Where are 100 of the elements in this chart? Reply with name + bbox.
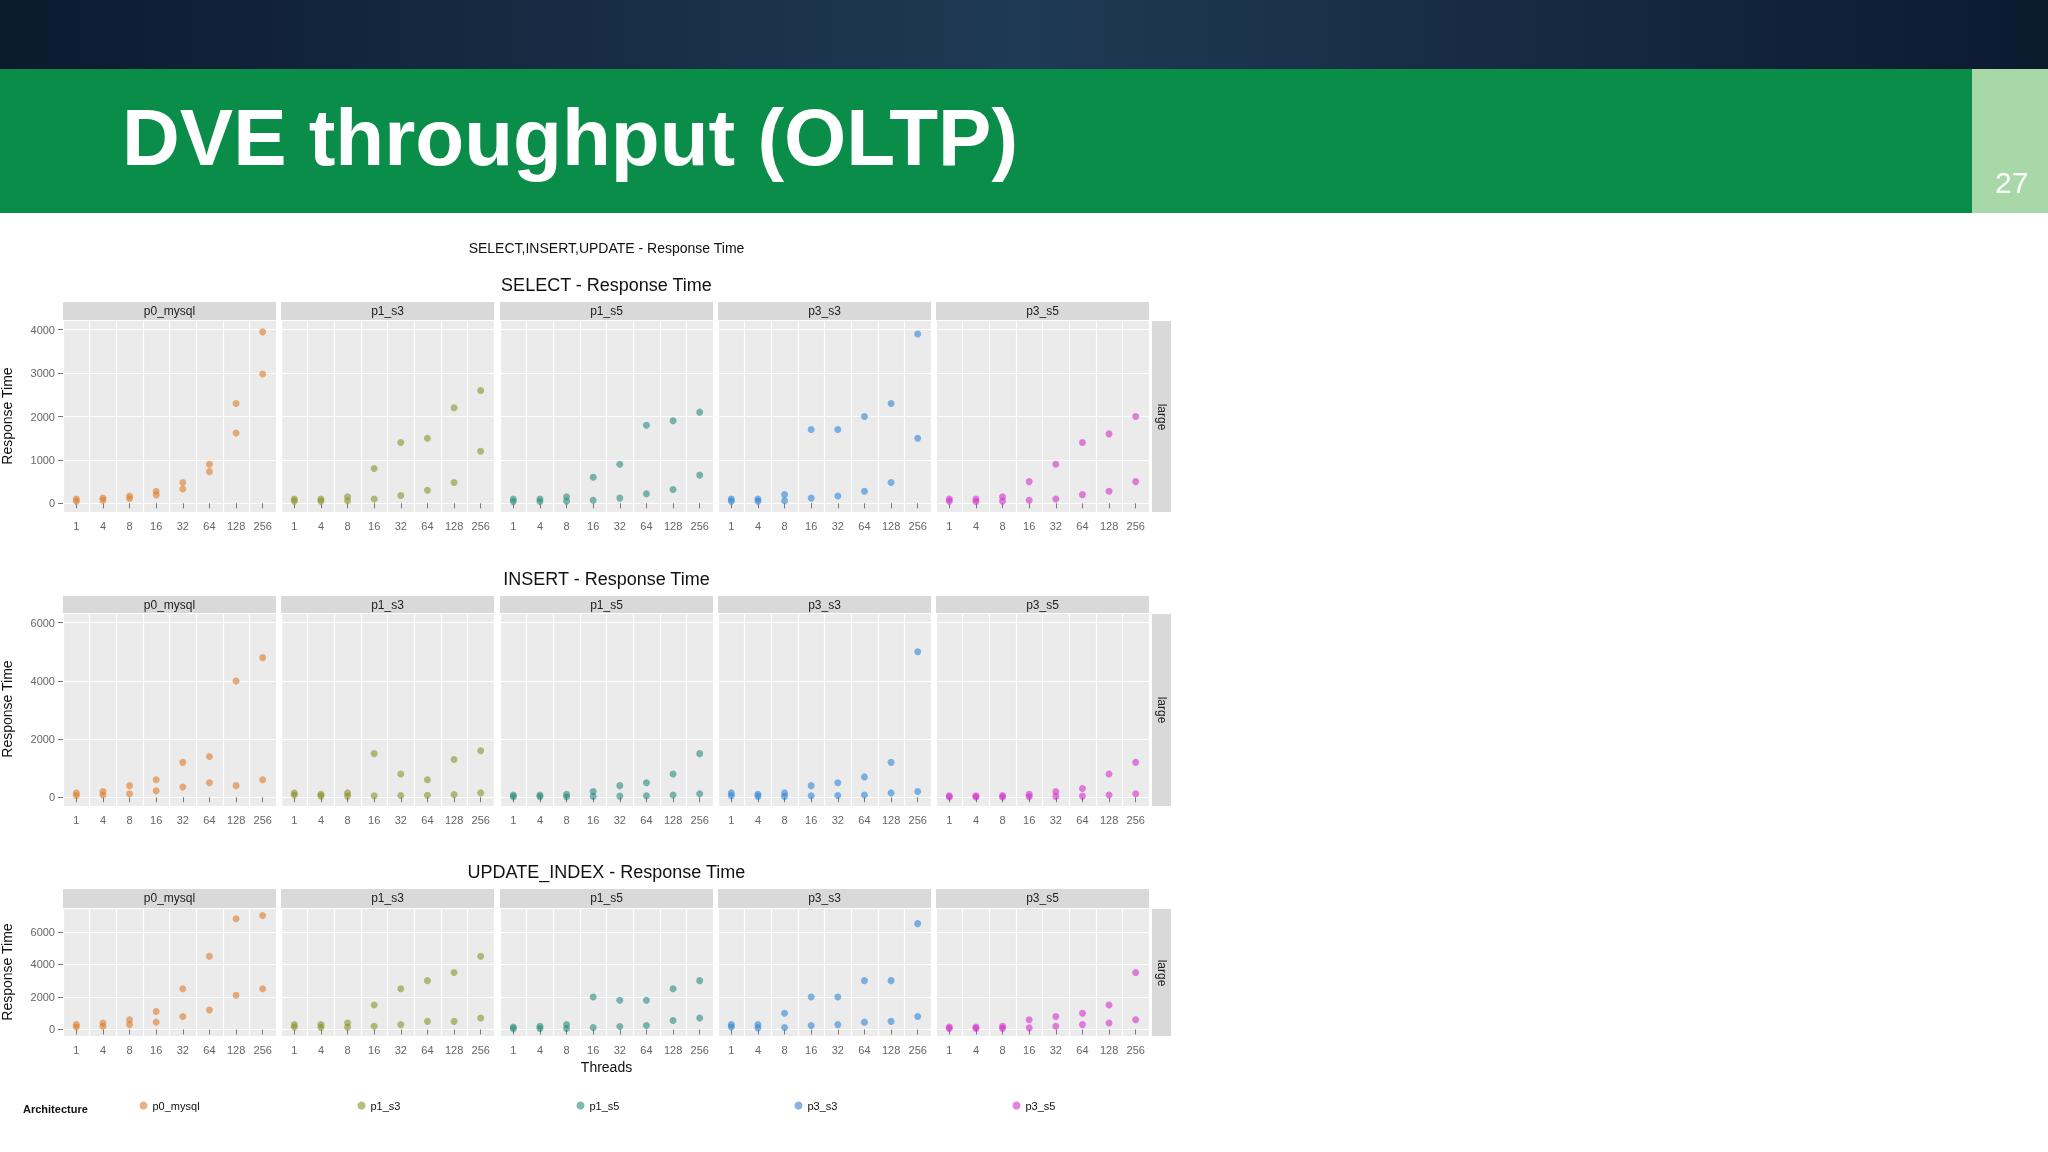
x-tick-label: 4 bbox=[536, 1043, 543, 1056]
x-tick-label: 1 bbox=[291, 519, 298, 532]
y-tick-label: 2000 bbox=[30, 990, 55, 1003]
x-tick-label: 256 bbox=[471, 519, 490, 532]
x-tick-label: 16 bbox=[805, 813, 818, 826]
x-tick-label: 16 bbox=[587, 1043, 600, 1056]
legend-label: p3_s3 bbox=[807, 1099, 838, 1112]
x-tick-label: 32 bbox=[1049, 813, 1062, 826]
x-tick-label: 64 bbox=[1076, 519, 1089, 532]
x-tick-label: 32 bbox=[613, 1043, 626, 1056]
chart-title: p3_s5 bbox=[936, 302, 1149, 320]
x-tick-label: 4 bbox=[972, 1043, 979, 1056]
x-tick-label: 4 bbox=[99, 1043, 106, 1056]
x-tick-label: 1 bbox=[946, 519, 953, 532]
x-tick-label: 32 bbox=[176, 519, 189, 532]
y-axis-title: Response Time bbox=[0, 922, 15, 1021]
x-tick-label: 128 bbox=[1099, 813, 1119, 826]
x-tick-label: 8 bbox=[563, 813, 570, 826]
chart-title: p0_mysql bbox=[63, 302, 276, 320]
chart-title: p3_s3 bbox=[718, 889, 931, 908]
chart-title: p0_mysql bbox=[63, 889, 276, 908]
legend-label: p1_s5 bbox=[589, 1099, 620, 1112]
chart-title: p0_mysql bbox=[63, 596, 276, 613]
x-tick-label: 64 bbox=[640, 519, 653, 532]
text: DVE throughput (OLTP) bbox=[122, 92, 1019, 184]
x-tick-label: 128 bbox=[663, 1043, 683, 1056]
x-tick-label: 1 bbox=[946, 1043, 953, 1056]
x-tick-label: 32 bbox=[831, 813, 844, 826]
text: large bbox=[1154, 696, 1169, 724]
x-tick-label: 8 bbox=[781, 1043, 788, 1056]
x-tick-label: 128 bbox=[1099, 519, 1119, 532]
y-tick-label: 3000 bbox=[30, 367, 55, 380]
y-tick-label: 4000 bbox=[30, 958, 55, 971]
x-tick-label: 1 bbox=[946, 813, 953, 826]
x-axis-title: Threads bbox=[580, 1059, 633, 1075]
x-tick-label: 128 bbox=[881, 519, 901, 532]
text: SELECT,INSERT,UPDATE - Response Time bbox=[468, 240, 745, 256]
x-tick-label: 128 bbox=[663, 813, 683, 826]
x-tick-label: 256 bbox=[253, 813, 272, 826]
x-tick-label: 64 bbox=[421, 1043, 434, 1056]
x-tick-label: 32 bbox=[394, 813, 407, 826]
x-tick-label: 32 bbox=[613, 813, 626, 826]
y-tick-label: 0 bbox=[48, 497, 55, 510]
x-tick-label: 8 bbox=[781, 813, 788, 826]
x-tick-label: 8 bbox=[126, 1043, 133, 1056]
x-tick-label: 64 bbox=[203, 519, 216, 532]
x-tick-label: 16 bbox=[1023, 519, 1036, 532]
x-tick-label: 16 bbox=[150, 1043, 163, 1056]
y-tick-label: 6000 bbox=[30, 925, 55, 938]
x-tick-label: 4 bbox=[317, 519, 324, 532]
y-tick-label: 2000 bbox=[30, 410, 55, 423]
x-tick-label: 4 bbox=[536, 519, 543, 532]
x-tick-label: 1 bbox=[73, 1043, 80, 1056]
x-tick-label: 128 bbox=[444, 1043, 464, 1056]
y-axis-title: Response Time bbox=[0, 366, 15, 465]
y-tick-label: 0 bbox=[48, 1023, 55, 1036]
x-tick-label: 256 bbox=[253, 519, 272, 532]
x-tick-label: 32 bbox=[176, 813, 189, 826]
chart-title: p1_s5 bbox=[500, 302, 713, 320]
y-tick-label: 2000 bbox=[30, 733, 55, 746]
x-tick-label: 8 bbox=[344, 519, 351, 532]
x-tick-label: 128 bbox=[444, 813, 464, 826]
x-tick-label: 4 bbox=[754, 519, 761, 532]
x-tick-label: 256 bbox=[1126, 813, 1145, 826]
x-tick-label: 4 bbox=[972, 519, 979, 532]
x-tick-label: 32 bbox=[1049, 519, 1062, 532]
chart-subtitle: INSERT - Response Time bbox=[503, 569, 710, 590]
x-tick-label: 256 bbox=[1126, 519, 1145, 532]
chart-title: p1_s5 bbox=[500, 596, 713, 613]
text: large bbox=[1154, 403, 1169, 430]
x-tick-label: 256 bbox=[908, 1043, 927, 1056]
x-tick-label: 1 bbox=[510, 519, 517, 532]
x-tick-label: 128 bbox=[881, 1043, 901, 1056]
x-tick-label: 16 bbox=[1023, 813, 1036, 826]
x-tick-label: 32 bbox=[394, 519, 407, 532]
legend-label: p1_s3 bbox=[370, 1099, 401, 1112]
text: large bbox=[1154, 959, 1169, 986]
chart-title: p1_s5 bbox=[500, 889, 713, 908]
x-tick-label: 128 bbox=[663, 519, 683, 532]
x-tick-label: 4 bbox=[754, 1043, 761, 1056]
x-tick-label: 16 bbox=[150, 519, 163, 532]
x-tick-label: 128 bbox=[881, 813, 901, 826]
x-tick-label: 1 bbox=[73, 813, 80, 826]
x-tick-label: 1 bbox=[291, 1043, 298, 1056]
x-tick-label: 8 bbox=[781, 519, 788, 532]
chart-title: p3_s5 bbox=[936, 596, 1149, 613]
x-tick-label: 16 bbox=[805, 1043, 818, 1056]
legend-title: Architecture bbox=[23, 1103, 88, 1115]
x-tick-label: 32 bbox=[831, 1043, 844, 1056]
x-tick-label: 8 bbox=[563, 1043, 570, 1056]
x-tick-label: 8 bbox=[999, 519, 1006, 532]
x-tick-label: 8 bbox=[563, 519, 570, 532]
x-tick-label: 8 bbox=[344, 1043, 351, 1056]
x-tick-label: 16 bbox=[368, 1043, 381, 1056]
x-tick-label: 4 bbox=[317, 1043, 324, 1056]
x-tick-label: 64 bbox=[858, 1043, 871, 1056]
x-tick-label: 8 bbox=[344, 813, 351, 826]
x-tick-label: 256 bbox=[908, 519, 927, 532]
x-tick-label: 8 bbox=[126, 813, 133, 826]
x-tick-label: 128 bbox=[226, 519, 246, 532]
